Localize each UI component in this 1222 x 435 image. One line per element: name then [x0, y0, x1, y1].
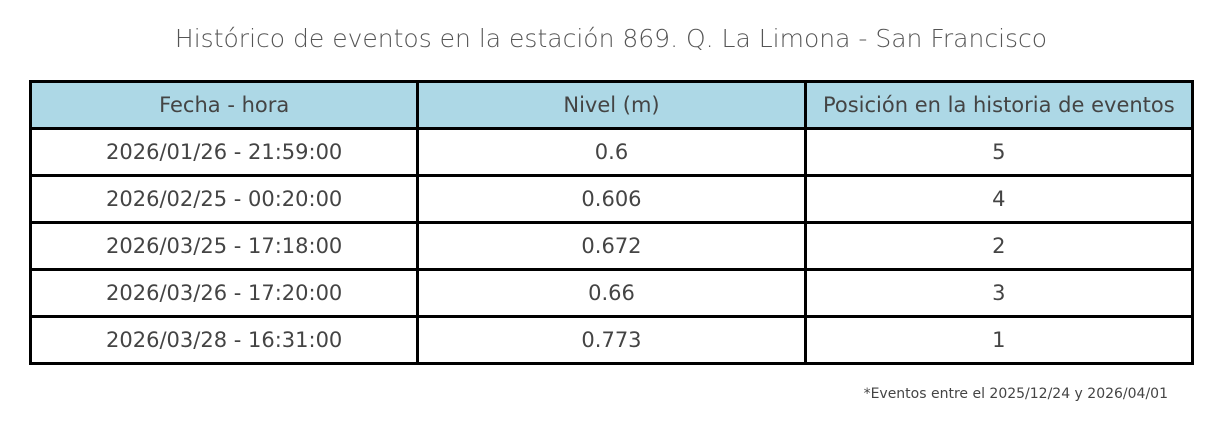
table-cell: 1 — [803, 315, 1195, 365]
table-cell: 0.773 — [416, 315, 807, 365]
header-cell: Nivel (m) — [416, 80, 807, 130]
table-cell: 3 — [803, 268, 1195, 318]
title: Histórico de eventos en la estación 869.… — [174, 24, 1048, 53]
header-cell: Posición en la historia de eventos — [803, 80, 1195, 130]
table-cell: 2026/01/26 - 21:59:00 — [28, 127, 420, 177]
header-row: Fecha - hora Nivel (m) Posición en la hist… — [28, 80, 1195, 130]
table-cell: 0.672 — [416, 221, 807, 271]
events-table: Fecha - hora Nivel (m) Posición en la hist… — [28, 80, 1195, 365]
table-cell: 5 — [803, 127, 1195, 177]
footnote: *Eventos entre el 2025/12/24 y 2026/04/0… — [863, 386, 1168, 402]
table-row: 2026/03/28 - 16:31:00 0.773 1 — [28, 315, 1195, 365]
table-cell: 0.6 — [416, 127, 807, 177]
table-row: 2026/03/26 - 17:20:00 0.66 3 — [28, 268, 1195, 318]
table-cell: 2 — [803, 221, 1195, 271]
header-cell: Fecha - hora — [28, 80, 420, 130]
table-cell: 0.606 — [416, 174, 807, 224]
table-body: 2026/01/26 - 21:59:00 0.6 5 2026/02/25 - 00… — [28, 127, 1195, 365]
table-row: 2026/01/26 - 21:59:00 0.6 5 — [28, 127, 1195, 177]
table-cell: 2026/02/25 - 00:20:00 — [28, 174, 420, 224]
table-cell: 2026/03/28 - 16:31:00 — [28, 315, 420, 365]
table-header: Fecha - hora Nivel (m) Posición en la hist… — [28, 80, 1195, 130]
table-row: 2026/03/25 - 17:18:00 0.672 2 — [28, 221, 1195, 271]
table-cell: 4 — [803, 174, 1195, 224]
table-cell: 2026/03/25 - 17:18:00 — [28, 221, 420, 271]
table-cell: 0.66 — [416, 268, 807, 318]
table-row: 2026/02/25 - 00:20:00 0.606 4 — [28, 174, 1195, 224]
table-cell: 2026/03/26 - 17:20:00 — [28, 268, 420, 318]
